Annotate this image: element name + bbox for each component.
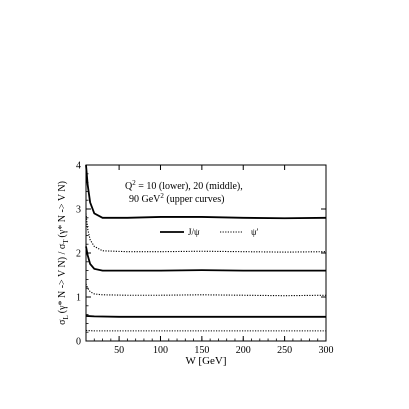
annotation-line-1: Q2 = 10 (lower), 20 (middle), [125, 179, 243, 192]
x-tick-label-300: 300 [319, 345, 334, 356]
y-tick-label-2: 2 [76, 249, 81, 260]
x-tick-label-150: 150 [194, 345, 209, 356]
x-tick-label-250: 250 [277, 345, 292, 356]
x-tick-label-200: 200 [236, 345, 251, 356]
series-line-2-jpsi [85, 246, 326, 272]
y-tick-label-1: 1 [76, 293, 81, 304]
annotation-line-2: 90 GeV2 (upper curves) [129, 192, 224, 205]
series-line-0-jpsi [85, 164, 327, 220]
y-tick-label-4: 4 [76, 161, 81, 172]
series-layer [85, 164, 327, 332]
legend-label-jpsi: J/ψ [188, 227, 200, 237]
x-axis-ticks: 50 100 150 200 250 300 [93, 165, 334, 356]
series-line-3-psiprime [85, 283, 327, 297]
x-tick-label-50: 50 [114, 345, 124, 356]
legend-label-psiprime: ψ' [251, 227, 259, 237]
y-axis-label: σL(γ* N -> V N) / σT(γ* N -> V N) [57, 181, 70, 325]
x-tick-label-100: 100 [153, 345, 168, 356]
x-axis-label: W [GeV] [185, 355, 226, 367]
series-line-1-psiprime [85, 213, 327, 253]
y-axis-ticks: 0 1 2 3 4 [76, 161, 326, 348]
legend: J/ψ ψ' [160, 227, 259, 237]
y-tick-label-0: 0 [76, 337, 81, 348]
series-line-4-jpsi [85, 315, 326, 318]
y-tick-label-3: 3 [76, 205, 81, 216]
